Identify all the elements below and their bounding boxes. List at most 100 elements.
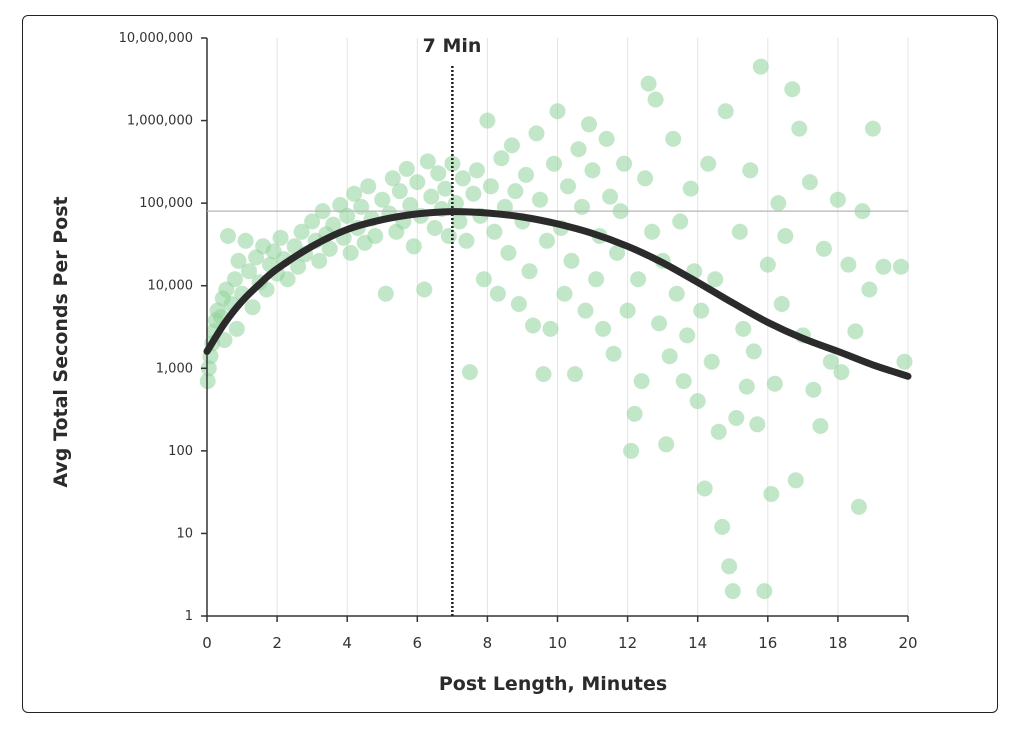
scatter-point: [461, 364, 478, 381]
x-tick-label: 6: [413, 634, 423, 652]
scatter-point: [658, 436, 675, 453]
scatter-point: [637, 170, 654, 187]
scatter-point: [230, 252, 247, 269]
scatter-point: [651, 315, 668, 332]
scatter-point: [787, 472, 804, 489]
scatter-point: [724, 583, 741, 600]
scatter-point: [339, 207, 356, 224]
scatter-point: [749, 416, 766, 433]
grid-lines: [276, 38, 909, 616]
scatter-point: [518, 166, 534, 183]
x-tick-label: 18: [828, 634, 847, 652]
scatter-point: [489, 285, 506, 302]
y-tick-label: 1,000,000: [127, 114, 193, 129]
scatter-point: [486, 223, 503, 240]
scatter-point: [465, 185, 482, 202]
scatter-point: [440, 228, 457, 244]
scatter-point: [861, 281, 878, 298]
scatter-point: [528, 125, 545, 142]
scatter-point: [367, 228, 384, 244]
x-tick-label: 8: [483, 634, 493, 652]
scatter-point: [468, 162, 485, 179]
scatter-point: [346, 185, 363, 202]
scatter-point: [563, 252, 580, 269]
scatter-point: [812, 418, 829, 434]
y-tick-label: 1,000: [156, 361, 193, 376]
scatter-point: [738, 378, 755, 395]
y-tick-label: 100: [168, 444, 193, 459]
scatter-point: [756, 583, 773, 600]
scatter-point: [539, 232, 555, 249]
scatter-point: [717, 103, 734, 120]
scatter-point: [850, 498, 867, 515]
scatter-point: [503, 137, 520, 154]
scatter-point: [896, 353, 913, 370]
scatter-point: [475, 271, 492, 288]
scatter-point: [398, 160, 415, 177]
scatter-point: [570, 141, 587, 158]
scatter-point: [405, 238, 422, 255]
x-tick-label: 12: [618, 634, 637, 652]
scatter-point: [532, 191, 548, 208]
scatter-point: [584, 162, 601, 179]
y-axis-title: Avg Total Seconds Per Post: [50, 196, 72, 487]
scatter-point: [581, 116, 597, 133]
scatter-point: [763, 486, 780, 502]
scatter-point: [500, 244, 517, 261]
scatter-point: [784, 81, 801, 98]
scatter-point: [619, 302, 636, 319]
scatter-point: [777, 228, 794, 244]
scatter-point: [325, 216, 342, 233]
scatter-point: [311, 252, 328, 269]
x-tick-label: 14: [688, 634, 707, 652]
scatter-point: [525, 317, 541, 334]
scatter-point: [602, 188, 619, 205]
scatter-point: [644, 223, 661, 240]
annotation-label: 7 Min: [423, 35, 482, 57]
scatter-point: [200, 360, 217, 377]
reference-lines: [207, 66, 908, 616]
scatter-point: [693, 302, 710, 319]
scatter-point: [689, 393, 706, 410]
y-tick-label: 100,000: [139, 196, 193, 211]
scatter-point: [822, 353, 839, 370]
scatter-point: [507, 183, 524, 200]
scatter-point: [374, 191, 391, 208]
scatter-point: [665, 130, 682, 147]
scatter-point: [703, 353, 720, 370]
scatter-point: [829, 191, 846, 208]
scatter-point: [458, 232, 475, 249]
scatter-point: [493, 150, 510, 167]
scatter-point: [623, 442, 640, 459]
scatter-point: [773, 296, 790, 312]
scatter-point: [237, 232, 254, 249]
scatter-point: [542, 320, 559, 337]
scatter-point: [661, 348, 678, 365]
scatter-point: [342, 244, 359, 261]
scatter-point: [791, 120, 808, 137]
scatter-point: [682, 180, 699, 197]
x-tick-label: 16: [758, 634, 777, 652]
scatter-point: [745, 343, 762, 360]
scatter-point: [668, 285, 685, 302]
data-points: [199, 58, 913, 600]
scatter-point: [546, 155, 562, 172]
scatter-point: [227, 271, 243, 288]
scatter-point: [423, 188, 440, 205]
scatter-point: [731, 223, 748, 240]
scatter-point: [864, 120, 881, 137]
scatter-point: [430, 165, 447, 182]
scatter-point: [833, 364, 850, 381]
fit-curve-group: [203, 208, 912, 380]
scatter-point: [672, 213, 689, 230]
scatter-point: [437, 180, 454, 197]
scatter-point: [321, 240, 338, 257]
scatter-point: [696, 480, 713, 497]
x-tick-label: 4: [342, 634, 352, 652]
scatter-point: [626, 405, 643, 422]
scatter-point: [801, 174, 818, 191]
scatter-point: [384, 170, 401, 187]
scatter-point: [304, 213, 321, 230]
scatter-point: [419, 153, 436, 170]
scatter-point: [588, 271, 605, 288]
